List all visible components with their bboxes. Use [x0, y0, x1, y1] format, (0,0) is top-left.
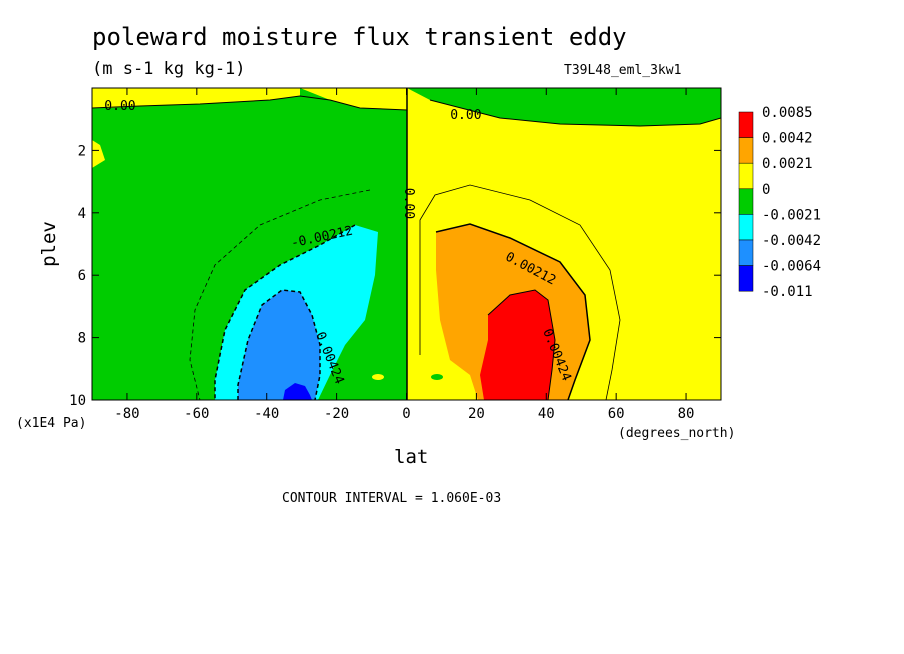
x-tick-label: -80 — [114, 406, 139, 422]
y-unit-label: (x1E4 Pa) — [16, 416, 86, 431]
y-tick-label: 4 — [78, 206, 86, 222]
y-tick-label: 2 — [78, 143, 86, 159]
legend-swatch — [738, 214, 754, 241]
x-tick-label: 0 — [402, 406, 410, 422]
y-ticks: 2 4 6 8 10 — [69, 143, 721, 409]
legend-label: 0.0021 — [762, 156, 813, 172]
region-top-band-west — [92, 88, 300, 108]
legend-label: 0.0085 — [762, 105, 813, 121]
legend-swatch — [738, 137, 754, 164]
legend-swatch — [738, 239, 754, 266]
x-axis-label: lat — [394, 446, 428, 468]
y-tick-label: 10 — [69, 393, 86, 409]
legend-swatch — [738, 188, 754, 215]
run-label: T39L48_eml_3kw1 — [564, 63, 681, 78]
region-negative-0.0042 — [238, 290, 320, 400]
contour-interval: CONTOUR INTERVAL = 1.060E-03 — [282, 491, 501, 506]
x-ticks: -80 -60 -40 -20 0 20 40 60 80 — [114, 88, 694, 422]
region-left-edge — [92, 140, 105, 168]
x-tick-label: -60 — [184, 406, 209, 422]
x-tick-label: 40 — [538, 406, 555, 422]
x-tick-label: -20 — [324, 406, 349, 422]
contour-lines — [92, 88, 721, 400]
y-tick-label: 6 — [78, 268, 86, 284]
region-max-positive — [480, 290, 555, 400]
x-tick-label: 60 — [608, 406, 625, 422]
y-tick-label: 8 — [78, 331, 86, 347]
region-top-band-center — [300, 88, 407, 110]
x-unit-label: (degrees_north) — [618, 426, 735, 441]
contour-label: 0.00 — [450, 108, 481, 123]
legend-label: -0.011 — [762, 284, 813, 300]
legend-label: -0.0042 — [762, 233, 821, 249]
legend-label: -0.0064 — [762, 259, 821, 275]
titles: poleward moisture flux transient eddy (m… — [92, 23, 681, 79]
legend-swatch — [738, 111, 754, 138]
contour-label: 0.00 — [401, 188, 416, 219]
chart-title: poleward moisture flux transient eddy — [92, 23, 627, 51]
legend-label: 0 — [762, 182, 770, 198]
legend-swatch — [738, 162, 754, 190]
blob-south — [372, 374, 384, 380]
legend-swatch — [738, 265, 754, 292]
contour-label: 0.00 — [104, 99, 135, 114]
chart-subtitle: (m s-1 kg kg-1) — [92, 59, 246, 79]
y-axis-label: plev — [38, 221, 60, 267]
colorbar-legend: 0.0085 0.0042 0.0021 0 -0.0021 -0.0042 -0.0064… — [738, 105, 821, 300]
legend-label: -0.0021 — [762, 207, 821, 223]
legend-label: 0.0042 — [762, 131, 813, 147]
x-tick-label: 80 — [678, 406, 695, 422]
blob-north — [431, 374, 443, 380]
x-tick-label: 20 — [468, 406, 485, 422]
x-tick-label: -40 — [254, 406, 279, 422]
region-min-negative — [283, 383, 312, 400]
